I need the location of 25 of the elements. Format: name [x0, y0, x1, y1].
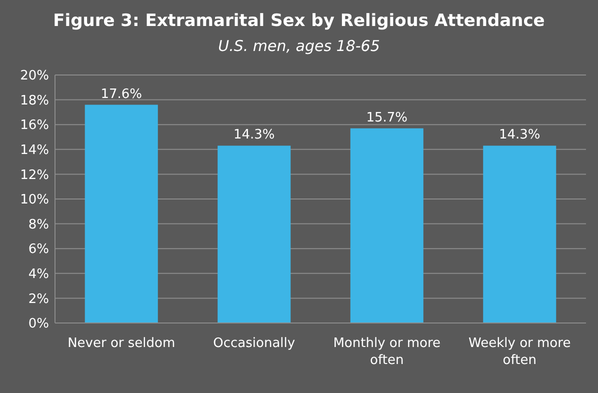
- y-tick-label: 8%: [28, 217, 49, 232]
- y-tick-label: 10%: [20, 192, 49, 208]
- x-tick-label: Never or seldom: [68, 336, 176, 351]
- y-tick-label: 0%: [28, 316, 49, 332]
- data-label: 17.6%: [100, 86, 142, 102]
- y-tick-label: 4%: [28, 266, 49, 282]
- y-tick-label: 2%: [28, 292, 49, 307]
- chart-subtitle: U.S. men, ages 18-65: [218, 37, 380, 55]
- y-tick-label: 16%: [20, 118, 49, 134]
- y-tick-label: 12%: [20, 168, 49, 183]
- chart-title: Figure 3: Extramarital Sex by Religious Attendance: [53, 11, 545, 31]
- bar: [350, 128, 424, 323]
- data-label: 14.3%: [498, 128, 540, 143]
- bar: [218, 146, 291, 323]
- x-tick-label: Occasionally: [213, 336, 296, 351]
- data-label: 14.3%: [233, 128, 275, 143]
- bar: [84, 104, 158, 323]
- x-tick-label: Weekly or more often: [468, 336, 571, 368]
- bar: [483, 146, 556, 323]
- x-tick-label: Monthly or more often: [333, 336, 441, 368]
- data-label: 15.7%: [366, 110, 408, 126]
- y-tick-label: 6%: [28, 242, 49, 258]
- y-tick-label: 18%: [20, 93, 49, 108]
- y-tick-label: 20%: [20, 68, 49, 84]
- y-tick-label: 14%: [20, 142, 49, 158]
